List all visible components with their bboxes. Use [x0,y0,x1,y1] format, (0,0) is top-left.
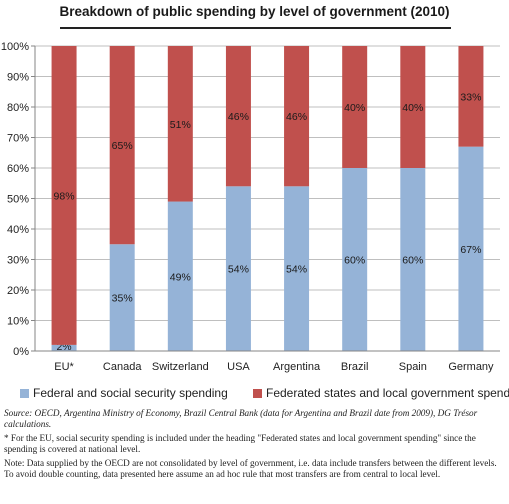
data-label: 60% [344,255,365,267]
y-tick-label: 10% [7,316,29,328]
y-tick-label: 40% [7,224,29,236]
x-tick-label: Canada [103,361,142,373]
data-label: 54% [286,264,307,276]
data-label: 60% [402,255,423,267]
y-tick-label: 100% [1,41,29,53]
chart-notes: Source: OECD, Argentina Ministry of Econ… [4,408,504,483]
x-tick-label: Argentina [273,361,321,373]
data-label: 35% [112,293,133,305]
y-tick-label: 0% [13,346,29,358]
x-tick-label: Brazil [341,361,369,373]
legend-swatch-federated [253,388,262,398]
bar-federal [342,168,368,351]
data-label: 40% [344,102,365,114]
legend-swatch-federal [20,388,29,398]
eu-footnote: * For the EU, social security spending i… [4,433,476,454]
bar-federal [284,186,310,351]
legend-item-federal: Federal and social security spending [20,386,228,400]
x-tick-label: USA [227,361,250,373]
data-label: 46% [286,111,307,123]
bar-federated [109,46,135,245]
source-note: Source: OECD, Argentina Ministry of Econ… [4,408,478,429]
legend-label-federated: Federated states and local government sp… [266,386,509,400]
title-underline [60,27,451,29]
bar-federated [342,46,368,168]
data-label: 33% [460,91,481,103]
bar-federated [458,46,484,147]
bar-federated [225,46,251,187]
data-label: 40% [402,102,423,114]
data-label: 46% [228,111,249,123]
data-label: 98% [54,190,75,202]
data-label: 65% [112,140,133,152]
x-tick-label: Spain [399,361,427,373]
bar-federal [51,344,77,351]
bar-federal [109,244,135,351]
legend-item-federated: Federated states and local government sp… [253,386,509,400]
bar-federal [225,186,251,351]
y-tick-label: 70% [7,133,29,145]
bar-federal [458,146,484,351]
legend-label-federal: Federal and social security spending [33,386,228,400]
bar-federated [284,46,310,187]
y-tick-label: 30% [7,255,29,267]
bar-federal [400,168,426,351]
stacked-bar-chart: 0%10%20%30%40%50%60%70%80%90%100%2%98%EU… [1,41,500,373]
x-tick-label: EU* [54,361,74,373]
oecd-note: Note: Data supplied by the OECD are not … [4,458,497,479]
y-tick-label: 80% [7,102,29,114]
data-label: 49% [170,271,191,283]
y-tick-label: 60% [7,163,29,175]
bar-federal [167,201,193,351]
bar-federated [51,46,77,345]
bar-federated [167,46,193,202]
data-label: 54% [228,264,249,276]
y-tick-label: 90% [7,72,29,84]
data-label: 67% [460,244,481,256]
y-tick-label: 20% [7,285,29,297]
x-tick-label: Switzerland [152,361,209,373]
chart-title: Breakdown of public spending by level of… [59,4,450,19]
y-tick-label: 50% [7,194,29,206]
bar-federated [400,46,426,168]
data-label: 51% [170,119,191,131]
x-tick-label: Germany [448,361,494,373]
